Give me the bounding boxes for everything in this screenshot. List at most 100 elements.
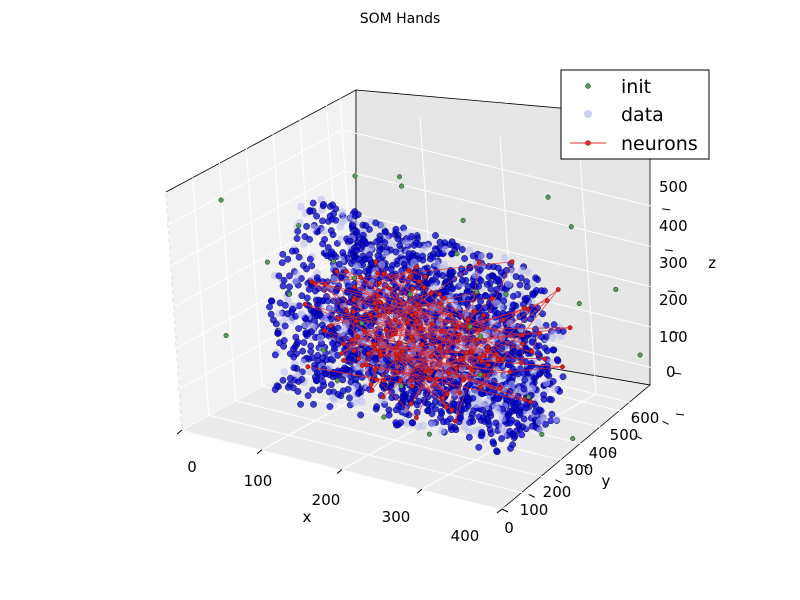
init-point [264,259,270,265]
data-point [423,243,431,251]
y-tick-label: 100 [520,501,549,519]
data-point [548,334,557,342]
data-point [448,238,456,246]
neuron-point [373,259,379,265]
data-point [385,411,393,419]
data-point [357,411,364,419]
data-point [309,199,317,207]
data-point [284,255,292,263]
neuron-point [312,280,318,286]
data-point [274,329,282,337]
data-point [412,239,420,247]
data-point [510,292,517,300]
neuron-point [410,338,416,343]
neuron-point [416,279,422,284]
data-point [559,373,567,381]
data-point [528,384,536,393]
grid-line [421,393,597,490]
data-point [479,406,486,414]
grid-line [501,413,677,510]
data-point [318,321,326,329]
data-point [305,367,314,376]
z-tick-label: 100 [659,328,688,346]
neuron-point [437,301,443,307]
neuron-point [529,349,535,354]
data-point [309,386,316,394]
data-point [294,227,302,235]
data-point [448,426,455,434]
data-point [475,282,482,290]
neuron-point [375,292,380,298]
data-point [289,305,296,313]
data-point [320,315,328,324]
neuron-point [456,331,462,337]
init-point [526,394,532,400]
neuron-point [520,332,525,338]
data-point [440,260,449,269]
data-point [500,297,508,305]
data-point [466,418,474,426]
data-point [400,260,408,268]
neuron-point [461,377,467,383]
data-point [537,407,545,415]
neuron-point [393,351,399,357]
neuron-network [302,259,573,424]
neuron-point [509,259,515,265]
data-point [329,231,337,239]
data-point [465,433,473,441]
data-point [487,285,495,293]
neuron-point [353,318,359,324]
data-point [334,367,342,375]
tick-mark [673,372,682,375]
data-point [337,235,345,243]
neuron-point [351,309,357,315]
data-point [325,388,333,396]
data-point [279,376,287,384]
y-tick-label: 0 [504,519,514,537]
neuron-point [428,290,434,296]
y-tick-label: 300 [565,461,594,479]
data-point [415,398,422,405]
neuron-point [410,286,416,292]
data-point [460,423,469,432]
neuron-point [368,382,374,388]
neuron-point [440,395,446,401]
data-point [408,233,415,240]
legend-label-init: init [621,76,651,98]
tick-mark [608,450,616,454]
data-point [548,410,556,418]
data-point [458,276,466,284]
data-point [268,297,276,305]
data-point [508,380,516,389]
data-point [312,376,320,384]
data-point [446,268,454,276]
init-point [613,286,619,293]
neuron-point [321,328,327,333]
data-point [300,240,308,248]
neuron-point [381,271,387,277]
init-point [359,320,365,326]
data-point [443,418,451,425]
data-point [494,395,502,403]
neuron-point [374,377,379,382]
data-point [275,309,283,318]
init-point [286,291,293,297]
data-point [381,228,389,236]
data-point [550,321,558,328]
grid-line [219,162,237,401]
data-point [357,398,366,406]
data-point [329,201,336,209]
neuron-point [351,297,356,303]
tick-mark [555,479,562,484]
data-point [485,421,493,429]
data-point [531,408,539,416]
data-point [477,399,485,407]
neuron-point [520,341,526,347]
legend-marker-neurons [585,140,591,146]
grid-line [167,129,343,226]
data-point [528,338,536,346]
neuron-point [340,341,346,347]
neuron-point [519,360,525,366]
data-point [504,280,513,288]
